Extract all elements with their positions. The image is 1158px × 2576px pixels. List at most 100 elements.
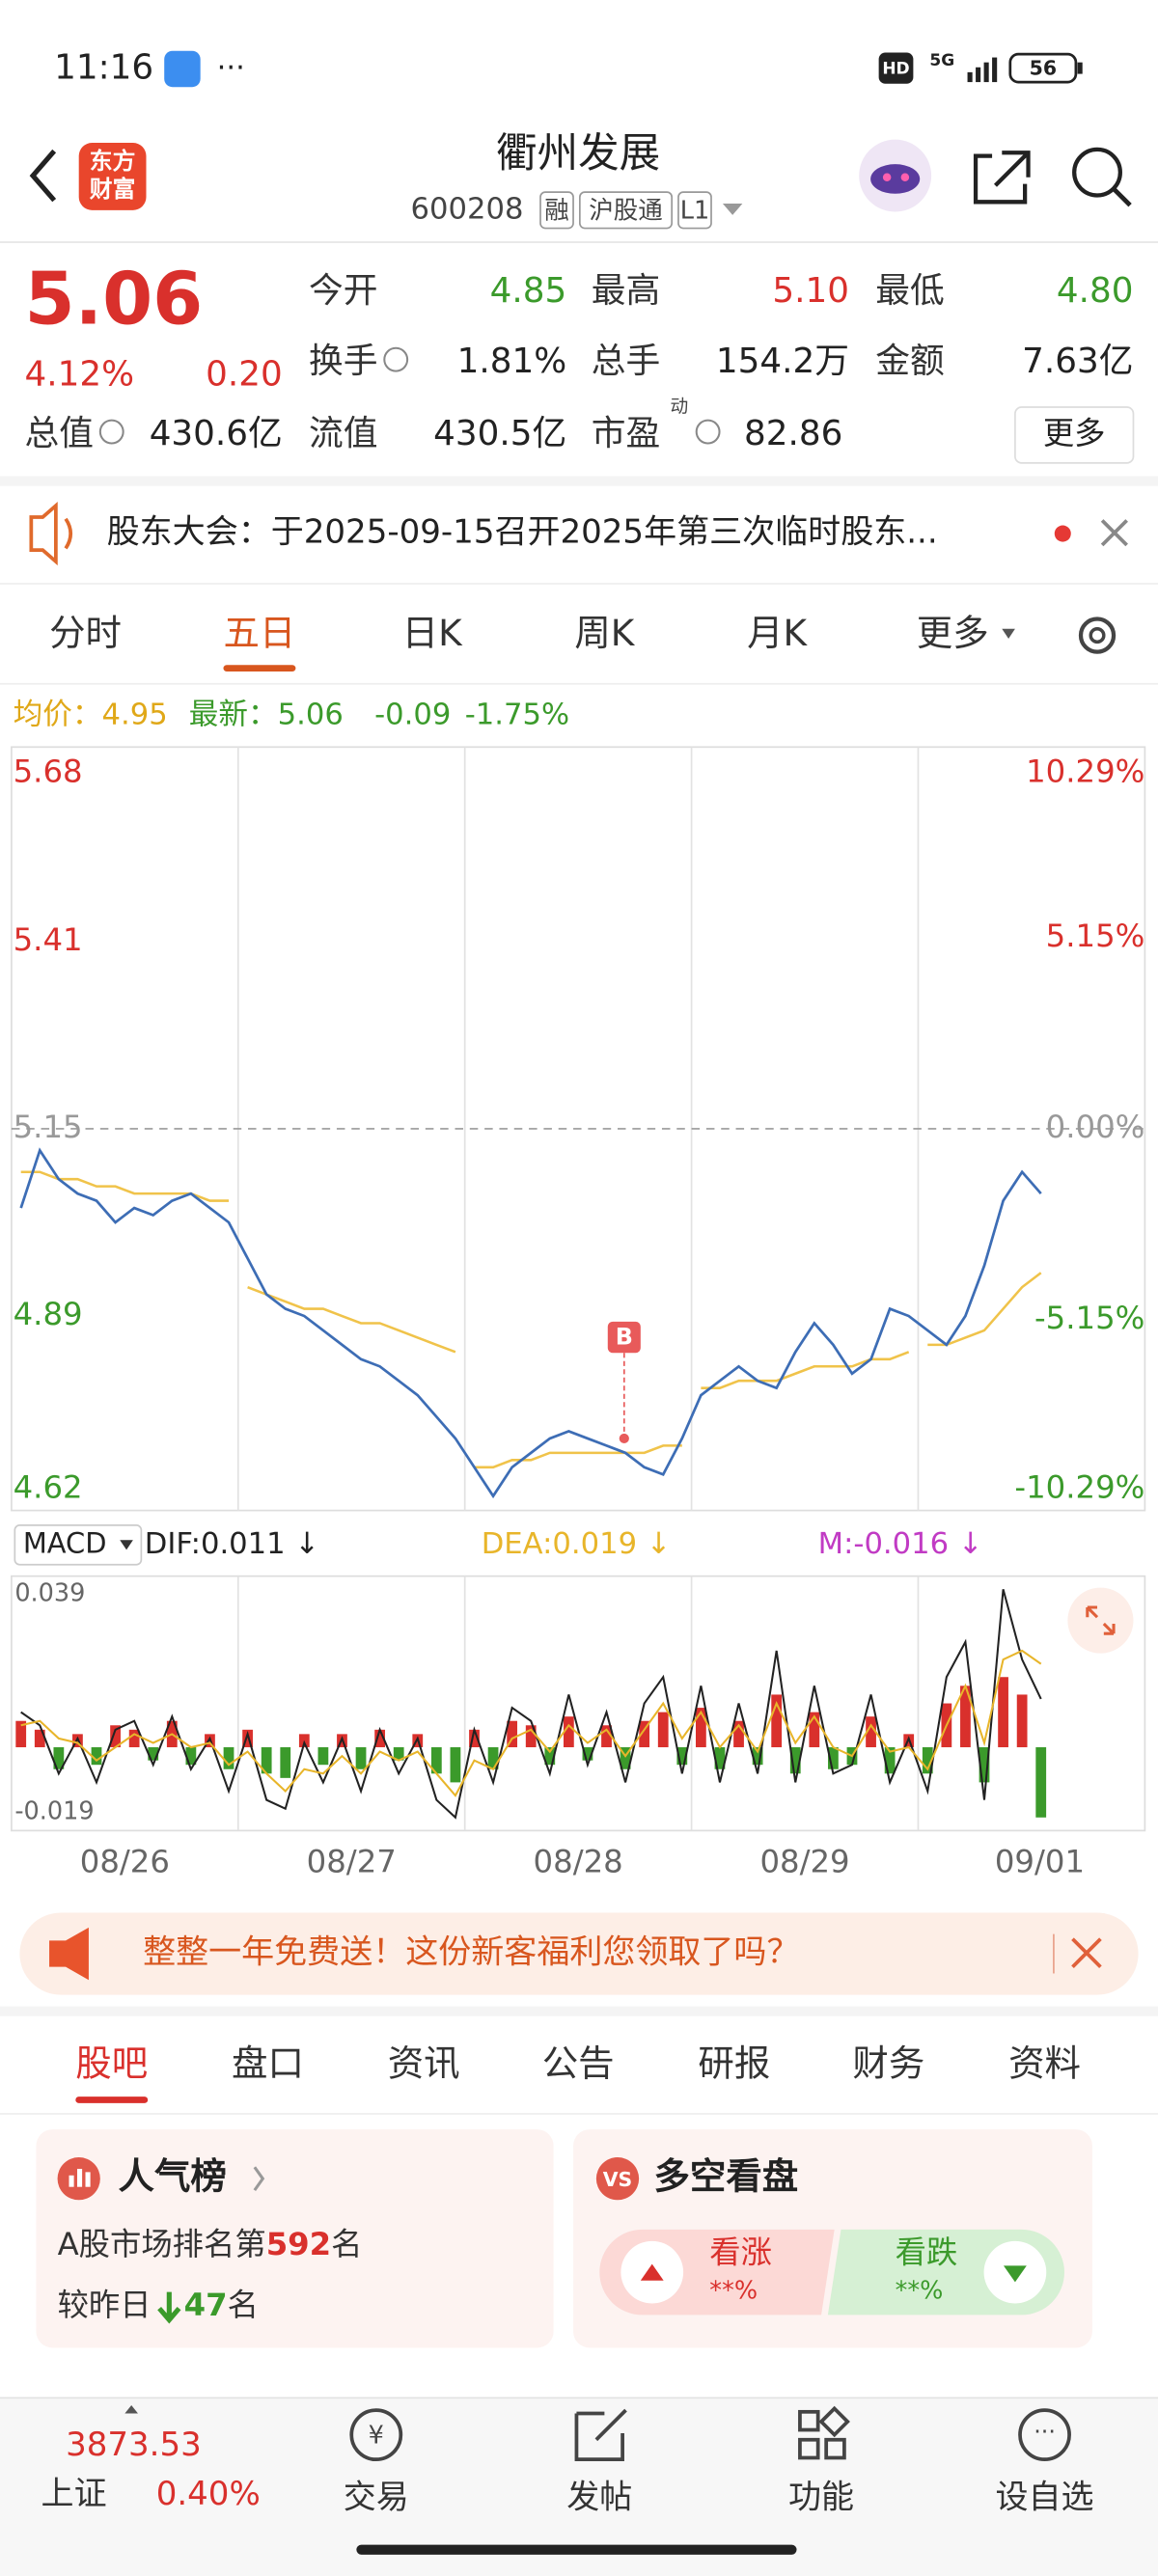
macd-bar: [91, 1747, 102, 1766]
divider: [0, 2113, 1158, 2115]
buy-marker-box: [607, 1321, 641, 1354]
indicator-selector[interactable]: [14, 1524, 143, 1566]
back-button[interactable]: [29, 149, 57, 203]
field-label: 流值: [309, 414, 377, 453]
nav-icons: [349, 2405, 1071, 2462]
macd-bar: [148, 1747, 159, 1761]
battery: [1008, 52, 1078, 84]
battery-level: 56: [1030, 56, 1057, 79]
promo-icon: [49, 1927, 89, 1981]
y-tick-label: 4.62: [14, 1468, 83, 1505]
macd-bar: [733, 1720, 744, 1748]
section-tab[interactable]: 股吧: [75, 2042, 148, 2084]
field-value: 7.63亿: [1022, 342, 1133, 381]
notice-icon: [29, 502, 73, 566]
expand-button[interactable]: [1067, 1587, 1134, 1654]
index-value: 3873.53: [66, 2425, 202, 2464]
macd-bar: [261, 1747, 272, 1774]
field-value: 430.5亿: [433, 414, 566, 453]
bear-label: 看跌: [896, 2233, 958, 2270]
section-tab[interactable]: 盘口: [232, 2042, 304, 2084]
divider: [0, 2006, 1158, 2016]
y-tick-label: 0.039: [14, 1578, 85, 1607]
macd-bar: [809, 1712, 820, 1748]
code-dropdown[interactable]: [722, 204, 743, 215]
stock-tag-box: [677, 191, 712, 230]
more-button[interactable]: [1014, 406, 1135, 464]
y-tick-label: -0.019: [14, 1797, 94, 1826]
notice-text: 股东大会：于2025-09-15召开2025年第三次临时股东...: [107, 513, 938, 552]
stock-tag: 沪股通: [589, 197, 663, 226]
average-line: [474, 1444, 682, 1469]
popularity-card[interactable]: [36, 2129, 554, 2348]
notice-close[interactable]: [1100, 519, 1128, 547]
chart-tab[interactable]: 分时: [49, 612, 122, 654]
bull-percent: **%: [709, 2277, 758, 2306]
field-superscript: 动: [670, 397, 688, 418]
field-value: 82.86: [744, 414, 842, 453]
svg-text:···: ···: [1034, 2418, 1056, 2445]
section-tab[interactable]: 财务: [852, 2042, 924, 2084]
search-button[interactable]: [1072, 147, 1122, 198]
divider: [0, 241, 1158, 243]
x-tick-label: 08/28: [534, 1843, 623, 1879]
share-button[interactable]: [973, 151, 1031, 205]
stock-name: 衢州发展: [496, 130, 660, 178]
macd-bar: [15, 1720, 27, 1748]
nav-item[interactable]: 功能: [788, 2479, 854, 2517]
divider: [0, 682, 1158, 685]
promo-close[interactable]: [1071, 1937, 1102, 1968]
section-tab[interactable]: 资料: [1008, 2042, 1081, 2084]
chart-tab[interactable]: 更多: [917, 612, 989, 654]
macd-bar: [242, 1729, 253, 1748]
chart-tab[interactable]: 五日: [223, 612, 295, 654]
section-tab[interactable]: 资讯: [388, 2042, 460, 2084]
y-tick-label: 4.89: [14, 1296, 83, 1332]
x-tick-label: 09/01: [995, 1843, 1085, 1879]
macd-bar: [34, 1729, 45, 1748]
nav-item[interactable]: 交易: [344, 2479, 409, 2517]
macd-bar: [696, 1708, 706, 1748]
card-text: 较昨日 47名: [58, 2287, 259, 2323]
card-title: 多空看盘: [653, 2155, 798, 2198]
macd-bar: [280, 1747, 291, 1778]
nav-item[interactable]: 设自选: [996, 2479, 1094, 2517]
y2-tick-label: -10.29%: [1014, 1468, 1144, 1505]
status-time: 11:16: [54, 47, 153, 87]
section-tab[interactable]: 公告: [542, 2042, 615, 2084]
section-tab-underline: [75, 2096, 149, 2103]
macd-bar: [393, 1747, 404, 1761]
down-arrow: [157, 2291, 181, 2324]
more-dots: ···: [217, 51, 245, 85]
field-label: 今开: [309, 271, 377, 311]
stock-tag: L1: [680, 197, 709, 226]
macd-line: [20, 1589, 1042, 1820]
app-icon: [164, 50, 201, 88]
field-label: 金额: [875, 342, 944, 381]
buy-marker-label: B: [616, 1323, 633, 1350]
section-tab[interactable]: 研报: [698, 2042, 770, 2084]
price-summary: -1.75%: [465, 698, 569, 731]
tab-more-caret: [1002, 628, 1015, 639]
macd-bar: [998, 1677, 1008, 1748]
chart-tab[interactable]: 周K: [574, 612, 635, 654]
macd-bar: [884, 1747, 896, 1774]
x-tick-label: 08/29: [759, 1843, 849, 1879]
info-icon: [695, 419, 721, 445]
field-value: 4.85: [490, 271, 567, 311]
settings-button[interactable]: [1078, 617, 1117, 654]
macd-bar: [676, 1747, 688, 1766]
chart-tab[interactable]: 日K: [402, 612, 463, 654]
hd-label: HD: [882, 59, 909, 78]
field-label: 最低: [875, 271, 944, 311]
field-label: 市盈: [592, 414, 660, 453]
card-text-part: 名: [228, 2287, 259, 2323]
macd-bar: [657, 1712, 669, 1748]
field-label: 最高: [592, 271, 660, 311]
chart-tab[interactable]: 月K: [747, 612, 808, 654]
field-value: 4.80: [1057, 271, 1134, 311]
promo-banner[interactable]: [19, 1912, 1139, 1995]
nav-item[interactable]: 发帖: [566, 2479, 632, 2517]
card-text-part: 592: [266, 2226, 331, 2262]
legend-entry: DEA:0.019 ↓: [482, 1527, 672, 1561]
